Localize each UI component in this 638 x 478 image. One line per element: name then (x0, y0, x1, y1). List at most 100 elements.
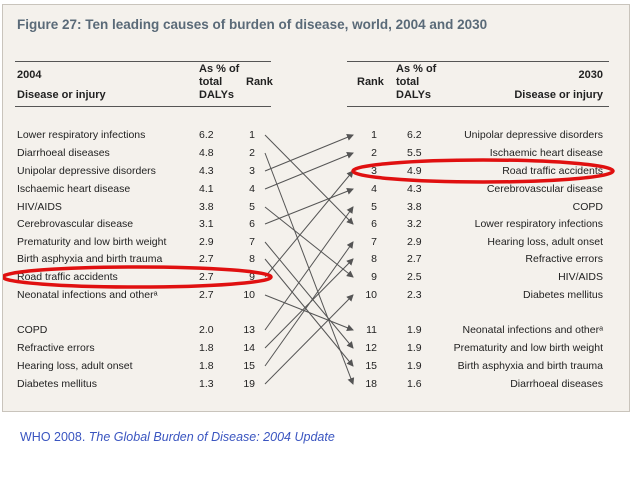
right-pct-header-line3: DALYs (396, 89, 432, 101)
left-rank-value: 19 (243, 378, 255, 390)
right-year-header: 2030 (578, 69, 603, 81)
left-pct-value: 2.7 (199, 289, 214, 301)
rank-change-line (264, 187, 354, 225)
source-citation: WHO 2008. The Global Burden of Disease: … (20, 430, 335, 444)
left-pct-value: 2.9 (199, 236, 214, 248)
left-rank-value: 9 (249, 271, 255, 283)
right-rank-value: 11 (366, 324, 377, 336)
right-rank-value: 4 (371, 183, 377, 195)
left-disease-label: Road traffic accidents (17, 271, 118, 283)
right-rank-value: 3 (371, 165, 377, 177)
left-header-rule-bottom (15, 106, 271, 107)
rank-change-lines (3, 134, 615, 385)
left-pct-value: 2.7 (199, 253, 214, 265)
right-pct-value: 3.2 (407, 218, 422, 230)
right-disease-label: Unipolar depressive disorders (464, 129, 603, 141)
rank-change-line (264, 134, 354, 225)
left-rank-value: 7 (249, 236, 255, 248)
right-disease-label: Road traffic accidents (502, 165, 603, 177)
rank-change-line (264, 134, 354, 172)
right-disease-label: Lower respiratory infections (474, 218, 603, 230)
right-pct-value: 2.5 (407, 271, 422, 283)
right-pct-value: 2.9 (407, 236, 422, 248)
rank-change-line (264, 241, 354, 349)
left-rank-value: 14 (243, 342, 255, 354)
left-pct-value: 2.7 (199, 271, 214, 283)
left-pct-value: 6.2 (199, 129, 214, 141)
right-disease-label: Diarrhoeal diseases (510, 378, 603, 390)
right-pct-value: 1.9 (407, 342, 422, 354)
left-rank-value: 6 (249, 218, 255, 230)
left-pct-value: 4.3 (199, 165, 214, 177)
right-disease-label: Hearing loss, adult onset (487, 236, 603, 248)
right-rank-value: 9 (371, 271, 377, 283)
source-prefix: WHO 2008. (20, 430, 89, 444)
left-rank-value: 2 (249, 147, 255, 159)
rank-change-line (264, 170, 354, 278)
highlight-ellipse-2030 (351, 158, 615, 184)
right-header-rule-top (347, 61, 609, 62)
left-rank-value: 5 (249, 201, 255, 213)
left-year-header: 2004 (17, 69, 42, 81)
left-rank-value: 3 (249, 165, 255, 177)
right-disease-label: Neonatal infections and otherᵃ (462, 324, 604, 336)
right-pct-value: 6.2 (407, 129, 422, 141)
source-title: The Global Burden of Disease: 2004 Updat… (88, 430, 335, 444)
right-rank-value: 7 (371, 236, 377, 248)
left-pct-header-line2: total (199, 76, 223, 88)
right-rank-header: Rank (357, 76, 384, 88)
right-pct-value: 2.7 (407, 253, 422, 265)
left-disease-label: HIV/AIDS (17, 201, 62, 213)
right-disease-label: Refractive errors (525, 253, 603, 265)
left-rank-value: 1 (249, 129, 255, 141)
right-header-rule-bottom (347, 106, 609, 107)
right-disease-header: Disease or injury (514, 89, 603, 101)
right-rank-value: 10 (365, 289, 377, 301)
left-disease-label: Unipolar depressive disorders (17, 165, 156, 177)
right-rank-value: 12 (365, 342, 377, 354)
left-pct-value: 4.1 (199, 183, 214, 195)
left-rank-value: 10 (243, 289, 255, 301)
rank-change-line (264, 206, 354, 278)
left-pct-value: 4.8 (199, 147, 214, 159)
left-disease-label: Diabetes mellitus (17, 378, 97, 390)
left-pct-value: 1.8 (199, 342, 214, 354)
left-disease-label: COPD (17, 324, 48, 336)
right-rank-value: 2 (371, 147, 377, 159)
left-disease-label: Cerebrovascular disease (17, 218, 134, 230)
left-pct-header-line1: As % of (199, 63, 240, 75)
right-pct-header-line1: As % of (396, 63, 437, 75)
right-disease-label: Cerebrovascular disease (486, 183, 603, 195)
left-rank-value: 15 (243, 360, 255, 372)
rank-change-line (264, 294, 354, 385)
highlight-ellipse-2004 (3, 265, 273, 289)
left-pct-value: 2.0 (199, 324, 214, 336)
left-disease-label: Ischaemic heart disease (17, 183, 131, 195)
right-disease-label: Prematurity and low birth weight (453, 342, 603, 354)
chart-title: Figure 27: Ten leading causes of burden … (17, 17, 488, 32)
left-pct-value: 3.8 (199, 201, 214, 213)
left-disease-label: Hearing loss, adult onset (17, 360, 133, 372)
right-disease-label: Diabetes mellitus (523, 289, 603, 301)
left-pct-value: 1.8 (199, 360, 214, 372)
rank-change-line (264, 206, 354, 331)
right-rank-value: 8 (371, 253, 377, 265)
right-pct-value: 4.3 (407, 183, 422, 195)
rank-change-line (264, 152, 354, 190)
right-rank-value: 6 (371, 218, 377, 230)
left-pct-header-line3: DALYs (199, 89, 235, 101)
right-pct-value: 2.3 (407, 289, 422, 301)
right-pct-value: 1.6 (407, 378, 422, 390)
right-rank-value: 5 (371, 201, 377, 213)
right-rank-value: 15 (365, 360, 377, 372)
right-disease-label: Birth asphyxia and birth trauma (457, 360, 603, 372)
chart-figure: Figure 27: Ten leading causes of burden … (2, 4, 630, 412)
left-rank-header: Rank (246, 76, 273, 88)
left-disease-label: Lower respiratory infections (17, 129, 146, 141)
left-header-rule-top (15, 61, 271, 62)
rank-change-line (264, 294, 354, 332)
left-rank-value: 4 (249, 183, 255, 195)
right-rank-value: 1 (371, 129, 377, 141)
left-disease-label: Birth asphyxia and birth trauma (17, 253, 163, 265)
right-pct-value: 1.9 (407, 324, 422, 336)
